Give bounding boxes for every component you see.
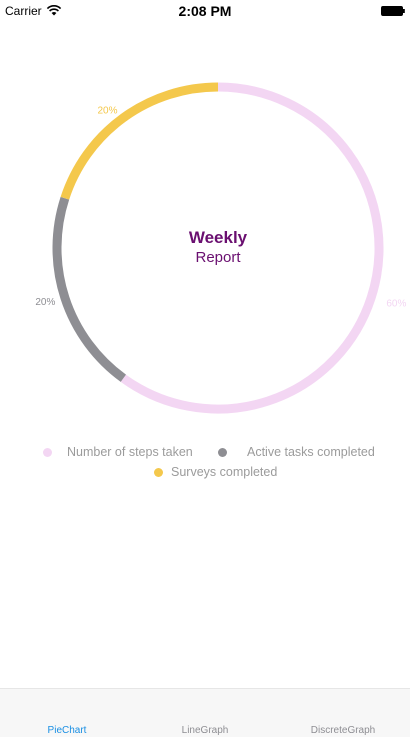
chart-title: Weekly bbox=[188, 228, 248, 247]
slice-steps bbox=[120, 82, 384, 414]
status-bar: Carrier 2:08 PM bbox=[0, 0, 410, 22]
battery-icon bbox=[381, 6, 405, 16]
tab-piechart[interactable]: PieChart bbox=[47, 725, 87, 736]
legend-item-active-tasks: Active tasks completed bbox=[218, 445, 375, 459]
legend-dot-surveys bbox=[154, 467, 163, 477]
legend-dot-active-tasks bbox=[218, 447, 227, 457]
slice-label-surveys: 20% bbox=[97, 106, 117, 117]
tab-bar: PieChart LineGraph DiscreteGraph bbox=[0, 688, 410, 737]
legend-dot-steps bbox=[43, 447, 52, 457]
legend-item-surveys: Surveys completed bbox=[154, 465, 277, 479]
slice-surveys bbox=[60, 82, 219, 200]
legend-item-steps: Number of steps taken bbox=[43, 445, 193, 459]
chart-subtitle: Report bbox=[195, 249, 241, 266]
slice-active-tasks bbox=[52, 196, 127, 382]
tab-linegraph[interactable]: LineGraph bbox=[181, 725, 229, 736]
status-time: 2:08 PM bbox=[178, 3, 232, 19]
pie-chart-svg: 60% 20% 20% bbox=[35, 82, 406, 414]
wifi-icon bbox=[46, 5, 62, 16]
carrier-label: Carrier bbox=[5, 4, 42, 18]
legend-label-active-tasks: Active tasks completed bbox=[247, 445, 375, 459]
legend-label-surveys: Surveys completed bbox=[171, 465, 278, 479]
tab-discretegraph[interactable]: DiscreteGraph bbox=[310, 725, 376, 736]
legend-label-steps: Number of steps taken bbox=[67, 445, 193, 459]
pie-chart: 60% 20% 20% Weekly Report bbox=[35, 82, 406, 414]
slice-label-active-tasks: 20% bbox=[35, 297, 55, 308]
slice-label-steps: 60% bbox=[386, 299, 406, 310]
